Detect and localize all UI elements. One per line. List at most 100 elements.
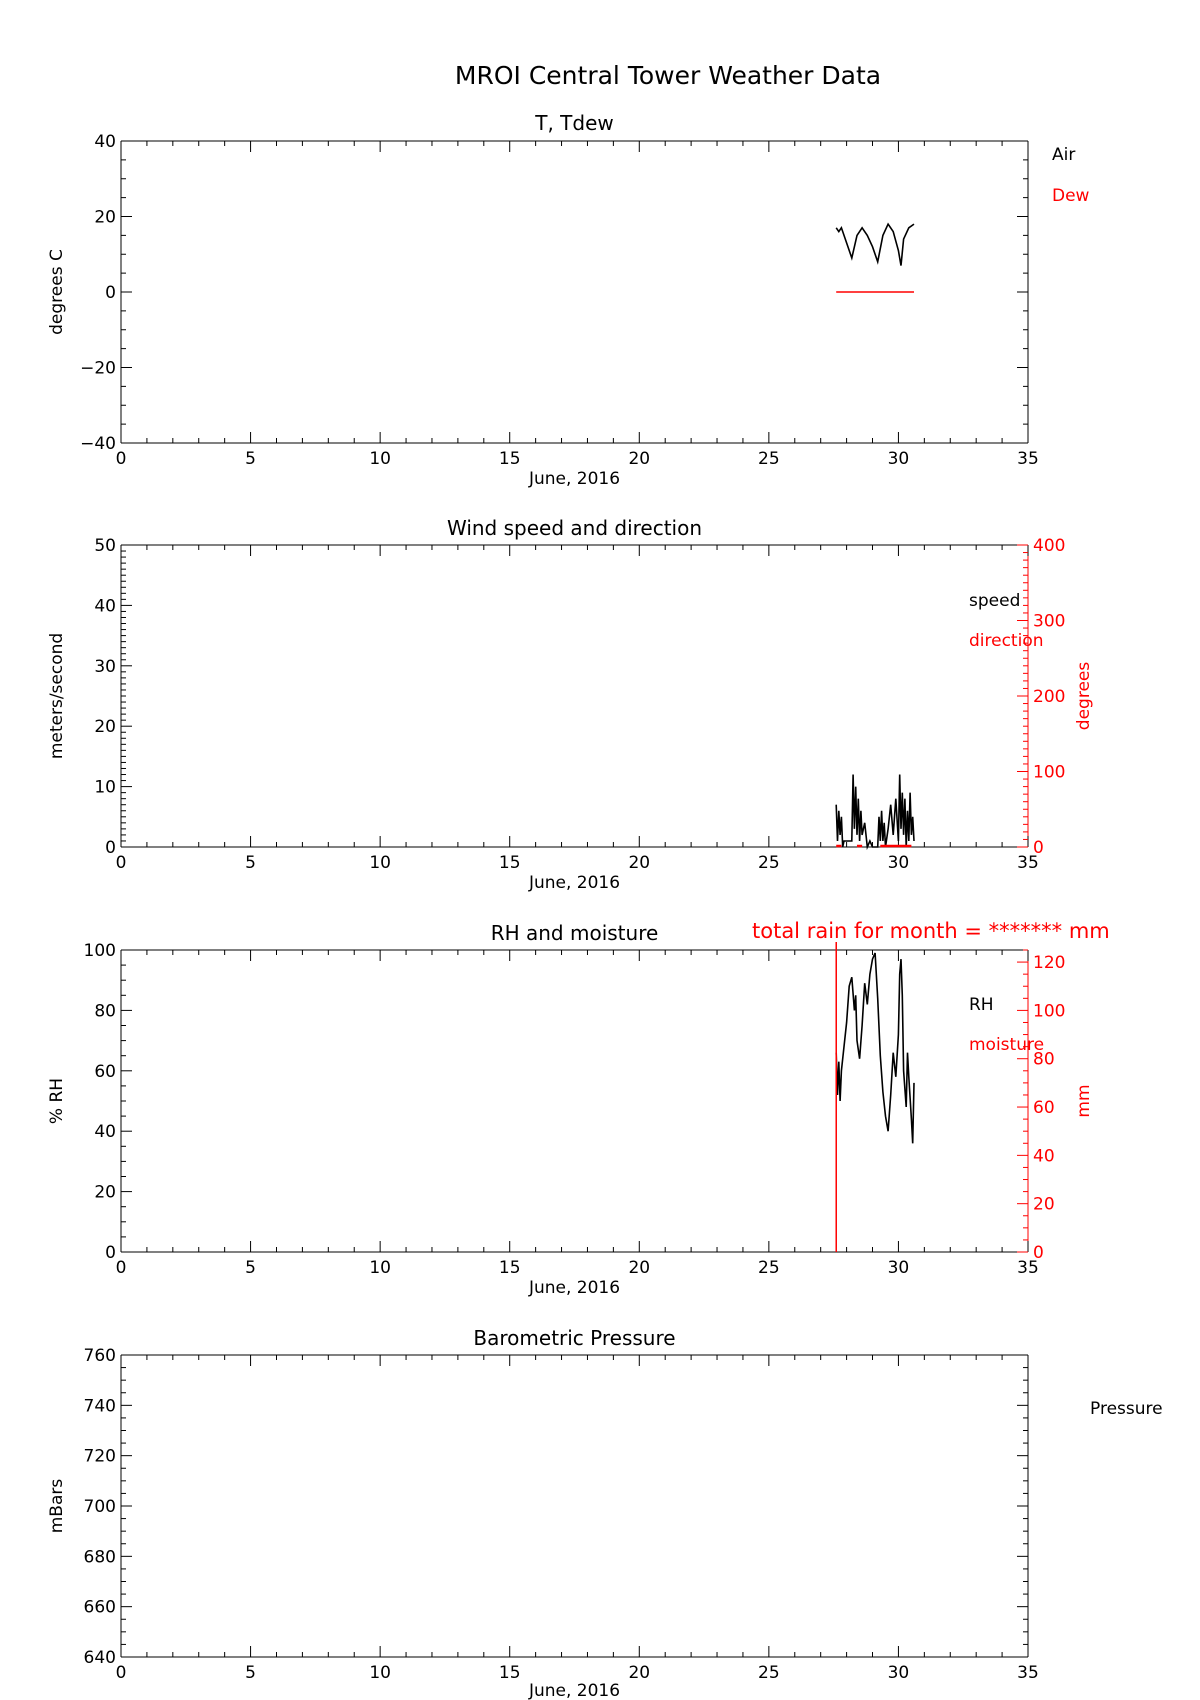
chart-title: RH and moisture [491,921,659,945]
x-tick-label: 15 [499,1258,521,1278]
y-tick-label: 640 [84,1648,116,1668]
x-axis-label: June, 2016 [528,1278,620,1298]
y-tick-label: 100 [84,941,116,961]
x-tick-label: 10 [369,853,391,873]
x-tick-label: 10 [369,449,391,469]
y-axis-label: meters/second [47,633,67,759]
y2-tick-label: 80 [1033,1050,1055,1070]
y-tick-label: 740 [84,1396,116,1416]
y-tick-label: 720 [84,1447,116,1467]
y-tick-label: 0 [105,1243,116,1263]
y-tick-label: 60 [94,1062,116,1082]
chart-title: Barometric Pressure [473,1326,675,1350]
x-tick-label: 10 [369,1663,391,1683]
series-RH [835,952,915,1144]
y2-tick-label: 300 [1033,612,1065,632]
x-tick-label: 20 [628,1663,650,1683]
y2-tick-label: 20 [1033,1195,1055,1215]
legend-direction: direction [969,631,1044,651]
y-tick-label: −40 [80,434,116,454]
y-axis-label: % RH [47,1078,67,1124]
y2-tick-label: 100 [1033,763,1065,783]
chart-panel-3: 0 5 10 15 20 25 30 3502040608010002040608010012… [47,919,1110,1298]
chart-panel-1: 0 5 10 15 20 25 30 35 −40 −20 0 20 40 T, Tdew June, 20… [47,111,1090,489]
y-tick-label: 20 [94,717,116,737]
y-tick-label: −20 [80,359,116,379]
legend-moisture: moisture [969,1035,1044,1055]
x-tick-label: 30 [888,1663,910,1683]
x-tick-label: 35 [1017,853,1039,873]
y-tick-label: 20 [94,1183,116,1203]
y2-tick-label: 400 [1033,536,1065,556]
x-tick-label: 30 [888,853,910,873]
y2-tick-label: 60 [1033,1098,1055,1118]
legend-dew: Dew [1052,186,1090,206]
y-tick-label: 40 [94,132,116,152]
y2-tick-label: 200 [1033,687,1065,707]
x-tick-label: 0 [116,853,127,873]
x-tick-label: 35 [1017,1258,1039,1278]
x-tick-label: 25 [758,1258,780,1278]
x-tick-label: 5 [245,1663,256,1683]
y-tick-label: 40 [94,596,116,616]
figure-title: MROI Central Tower Weather Data [455,61,881,90]
y-tick-label: 0 [105,838,116,858]
y-axis-label: degrees C [47,249,67,335]
y-tick-label: 0 [105,283,116,303]
y-tick-label: 760 [84,1346,116,1366]
y-tick-label: 700 [84,1497,116,1517]
legend-speed: speed [969,591,1020,611]
x-tick-label: 20 [628,853,650,873]
y-tick-label: 80 [94,1001,116,1021]
chart-panel-2: 0 5 10 15 20 25 30 35010203040500100200300400de… [47,516,1094,893]
y2-tick-label: 0 [1033,1243,1044,1263]
legend-pressure: Pressure [1090,1399,1163,1419]
x-tick-label: 5 [245,1258,256,1278]
y-tick-label: 50 [94,536,116,556]
x-tick-label: 25 [758,853,780,873]
x-tick-label: 5 [245,853,256,873]
x-axis-label: June, 2016 [528,469,620,489]
x-tick-label: 35 [1017,1663,1039,1683]
y2-tick-label: 0 [1033,838,1044,858]
x-tick-label: 15 [499,449,521,469]
chart-title: Wind speed and direction [447,516,702,540]
y2-axis-label: degrees [1074,662,1094,731]
y-tick-label: 10 [94,778,116,798]
y-tick-label: 680 [84,1547,116,1567]
x-tick-label: 15 [499,1663,521,1683]
y2-tick-label: 100 [1033,1001,1065,1021]
series-speed [835,774,915,851]
chart-panels: 0 5 10 15 20 25 30 35 −40 −20 0 20 40 T, Tdew June, 20… [47,111,1163,1700]
x-tick-label: 10 [369,1258,391,1278]
y-axis-label: mBars [47,1479,67,1534]
legend-rh: RH [969,995,994,1015]
y-tick-label: 20 [94,208,116,228]
series-Air [835,222,915,266]
chart-title: T, Tdew [534,111,614,135]
x-tick-label: 20 [628,449,650,469]
x-tick-label: 0 [116,1663,127,1683]
x-tick-label: 35 [1017,449,1039,469]
x-tick-label: 0 [116,449,127,469]
x-tick-label: 15 [499,853,521,873]
y2-axis-label: mm [1074,1084,1094,1117]
x-tick-label: 0 [116,1258,127,1278]
legend-air: Air [1052,145,1075,165]
y2-tick-label: 40 [1033,1146,1055,1166]
x-tick-label: 25 [758,449,780,469]
x-axis-label: June, 2016 [528,1681,620,1700]
y2-tick-label: 120 [1033,953,1065,973]
x-tick-label: 30 [888,1258,910,1278]
x-tick-label: 25 [758,1663,780,1683]
y-tick-label: 40 [94,1122,116,1142]
rain-total-annotation: total rain for month = ******* mm [752,919,1110,943]
y-tick-label: 30 [94,657,116,677]
x-axis-label: June, 2016 [528,873,620,893]
x-tick-label: 5 [245,449,256,469]
x-tick-label: 30 [888,449,910,469]
chart-panel-4: 0 5 10 15 20 25 30 35 640 660 680 700 720 740 760 Barom… [47,1326,1163,1700]
y-tick-label: 660 [84,1598,116,1618]
x-tick-label: 20 [628,1258,650,1278]
